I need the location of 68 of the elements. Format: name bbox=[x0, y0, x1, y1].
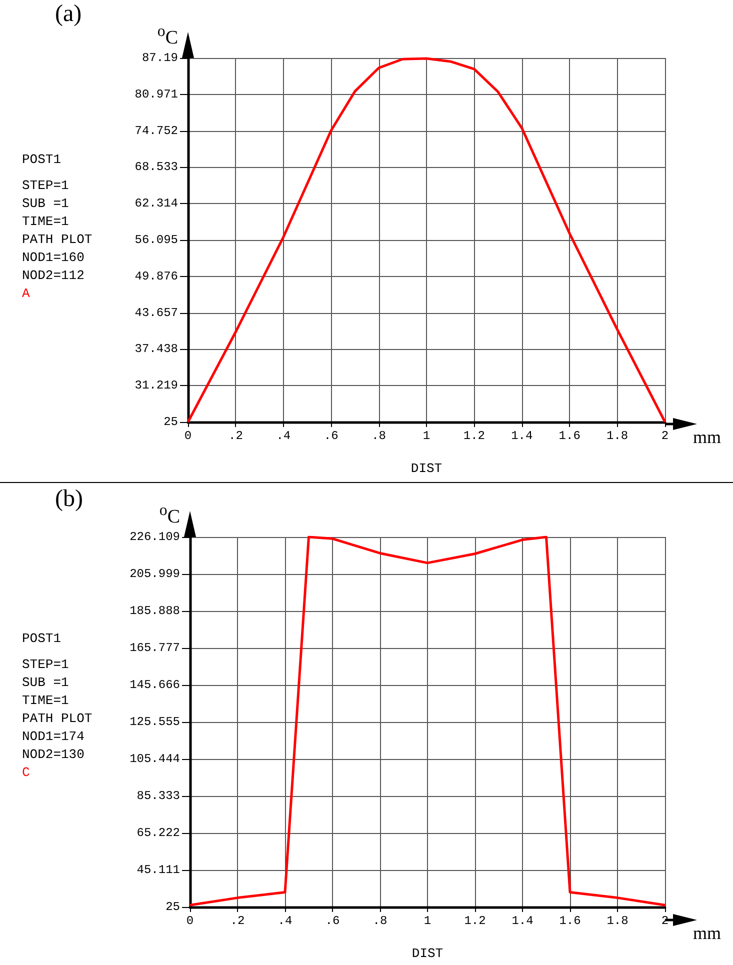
text: POST1 bbox=[22, 631, 62, 646]
text: SUB =1 bbox=[22, 196, 70, 211]
y-tick-label: 68.533 bbox=[134, 160, 178, 174]
text: C bbox=[22, 765, 30, 780]
y-tick-label: 85.333 bbox=[136, 789, 180, 803]
x-axis-title: DIST bbox=[412, 946, 444, 961]
x-tick-label: .4 bbox=[276, 429, 291, 443]
text: mm bbox=[693, 427, 722, 447]
y-tick-label: 31.219 bbox=[134, 378, 178, 393]
x-tick-label: 1 bbox=[424, 914, 432, 928]
text: POST1 bbox=[22, 152, 62, 167]
y-tick-label: 87.19 bbox=[142, 51, 178, 65]
line-series bbox=[188, 536, 666, 906]
text: NOD1=160 bbox=[22, 250, 84, 265]
x-axis-title: DIST bbox=[410, 461, 442, 476]
chart-title: (b) bbox=[55, 486, 83, 512]
y-tick-label: 45.111 bbox=[136, 863, 180, 877]
y-tick-label: 56.095 bbox=[134, 233, 178, 247]
y-tick-label: 226.109 bbox=[130, 530, 180, 544]
y-axis-title: $^{o}$C bbox=[159, 502, 180, 528]
y-tick-label: 25 bbox=[166, 900, 180, 914]
y-tick-label: 165.777 bbox=[130, 641, 180, 655]
x-tick-label: .2 bbox=[228, 429, 243, 443]
x-tick-label: 0 bbox=[184, 429, 192, 443]
x-tick-label: .4 bbox=[278, 914, 292, 928]
x-tick-label: .6 bbox=[324, 429, 338, 443]
text: NOD1=174 bbox=[22, 729, 85, 744]
x-tick-label: 1.8 bbox=[606, 914, 628, 928]
x-tick-label: 1.2 bbox=[464, 914, 486, 928]
chart-title: (a) bbox=[55, 1, 82, 27]
y-tick-label: 145.666 bbox=[130, 678, 180, 692]
text: NOD2=130 bbox=[22, 747, 84, 762]
text: A bbox=[22, 286, 30, 301]
x-tick-label: .8 bbox=[372, 914, 388, 928]
text: SUB =1 bbox=[22, 675, 70, 690]
y-tick-label: 185.888 bbox=[130, 604, 180, 618]
text: PATH PLOT bbox=[22, 232, 92, 247]
y-tick-label: 43.657 bbox=[134, 306, 178, 320]
y-tick-label: 80.971 bbox=[134, 87, 178, 102]
text: mm bbox=[693, 923, 722, 943]
y-tick-label: 205.999 bbox=[130, 567, 180, 581]
y-tick-label: 125.555 bbox=[130, 715, 180, 729]
text: STEP=1 bbox=[22, 657, 70, 672]
text: TIME=1 bbox=[22, 214, 70, 229]
y-tick-label: 65.222 bbox=[136, 826, 180, 840]
y-tick-label: 49.876 bbox=[134, 269, 178, 284]
y-tick-label: 62.314 bbox=[134, 196, 178, 211]
y-tick-label: 105.444 bbox=[130, 752, 180, 766]
x-tick-label: .6 bbox=[325, 914, 340, 928]
text: PATH PLOT bbox=[22, 711, 92, 726]
x-tick-label: 1.8 bbox=[606, 429, 628, 443]
text: TIME=1 bbox=[22, 693, 70, 708]
x-tick-label: 1.2 bbox=[463, 429, 486, 443]
x-tick-label: 1.6 bbox=[558, 429, 580, 443]
x-tick-label: 1.4 bbox=[512, 914, 534, 928]
x-tick-label: 2 bbox=[661, 429, 669, 443]
y-tick-label: 37.438 bbox=[134, 342, 178, 356]
text: STEP=1 bbox=[22, 178, 70, 193]
x-tick-label: 0 bbox=[186, 914, 194, 928]
y-tick-label: 25 bbox=[164, 415, 178, 429]
y-tick-label: 74.752 bbox=[134, 124, 178, 138]
text: NOD2=112 bbox=[22, 268, 84, 283]
x-tick-label: 1 bbox=[422, 429, 430, 443]
x-tick-label: .2 bbox=[230, 914, 245, 928]
x-tick-label: 1.6 bbox=[559, 914, 581, 928]
x-tick-label: 1.4 bbox=[511, 429, 533, 443]
y-axis-title: $^{o}$C bbox=[157, 23, 178, 48]
x-tick-label: .8 bbox=[372, 429, 386, 443]
